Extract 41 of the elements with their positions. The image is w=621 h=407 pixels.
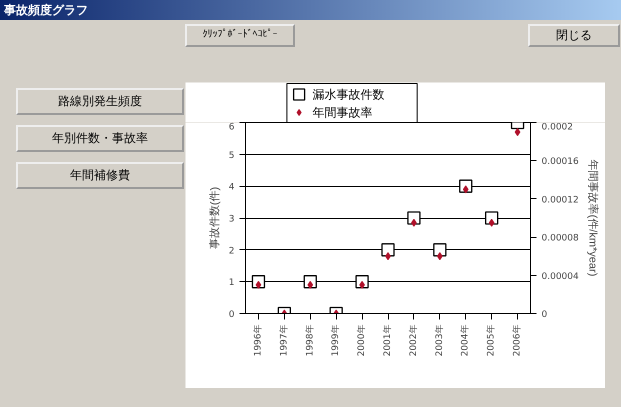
y2-tick-label: 0.00008 xyxy=(542,234,579,244)
point xyxy=(436,252,443,260)
text: ｸﾘｯﾌﾟﾎﾞｰﾄﾞﾍｺﾋﾟｰ xyxy=(185,24,295,47)
x-tick-label: 2000年 xyxy=(356,324,368,356)
x-tick-label: 1997年 xyxy=(278,324,290,356)
y2-tick-label: 0 xyxy=(542,310,548,320)
point xyxy=(385,252,391,260)
x-tick-label: 1999年 xyxy=(330,324,342,356)
point xyxy=(514,128,520,136)
x-tick-label: 2005年 xyxy=(486,324,497,356)
y-tick-label: 2 xyxy=(228,246,235,256)
legend-label: 年間事故率 xyxy=(312,106,373,120)
y-tick-label: 4 xyxy=(228,182,235,193)
x-tick-label: 2004年 xyxy=(460,324,471,356)
x-tick-label: 2002年 xyxy=(408,324,419,356)
x-tick-label: 2003年 xyxy=(434,324,445,356)
point xyxy=(488,218,494,227)
text: 事故頻度グラフ xyxy=(4,2,88,19)
x-tick-label: 2001年 xyxy=(382,324,393,356)
text: 年間補修費 xyxy=(16,162,184,189)
y-tick-label: 6 xyxy=(228,122,235,132)
x-tick-label: 1998年 xyxy=(304,324,316,356)
point xyxy=(381,243,395,256)
text: 路線別発生頻度 xyxy=(16,88,184,115)
y2-tick-label: 0.00004 xyxy=(542,272,579,282)
y2-tick-label: 0.0002 xyxy=(542,122,573,132)
text: 閉じる xyxy=(528,24,620,47)
y-tick-label: 3 xyxy=(228,214,235,224)
text: 年別件数・事故率 xyxy=(16,125,184,152)
point xyxy=(433,243,446,256)
y-tick-label: 0 xyxy=(228,310,235,320)
x-tick-label: 2006年 xyxy=(512,324,523,356)
y-tick-label: 5 xyxy=(228,150,235,161)
x-tick-label: 1996年 xyxy=(252,324,264,356)
y2-tick-label: 0.00016 xyxy=(542,157,579,168)
legend-label: 漏水事故件数 xyxy=(312,88,385,102)
y-tick-label: 1 xyxy=(228,278,235,288)
point xyxy=(411,218,417,227)
y2-axis-title: 年間事故率(件/km*year) xyxy=(586,160,600,276)
y-axis-title: 事故件数(件) xyxy=(208,186,221,250)
y2-tick-label: 0.00012 xyxy=(542,195,579,206)
